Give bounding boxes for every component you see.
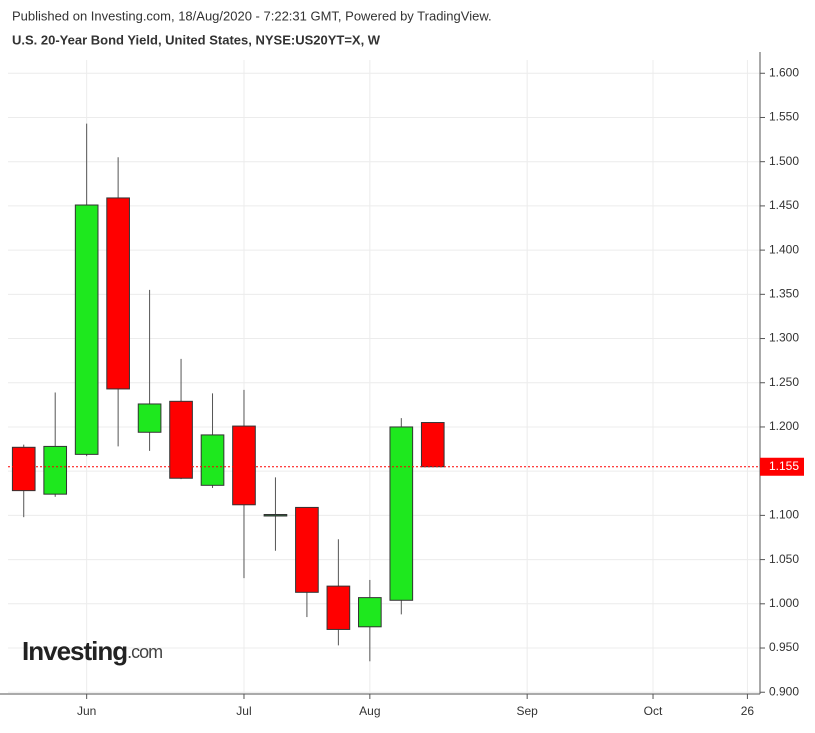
y-tick-label: 1.050 (769, 552, 799, 566)
candle-body (169, 400, 193, 479)
x-tick-label: Jul (236, 704, 251, 718)
candle-body (389, 426, 414, 601)
y-tick-label: 0.950 (769, 640, 799, 654)
candle-body (200, 434, 225, 486)
candle-body (137, 403, 162, 433)
y-tick-label: 1.250 (769, 375, 799, 389)
candle-body (420, 422, 445, 468)
x-tick-label: Sep (516, 704, 538, 718)
chart-title: U.S. 20-Year Bond Yield, United States, … (12, 32, 381, 47)
plot: 0.9000.9501.0001.0501.1001.1501.2001.250… (0, 52, 804, 718)
y-tick-label: 1.000 (769, 596, 799, 610)
candle-body (43, 445, 68, 495)
watermark-suffix: .com (127, 642, 162, 662)
x-tick-label: Aug (359, 704, 380, 718)
candle-body (106, 197, 130, 390)
candle-body (295, 506, 319, 593)
y-tick-label: 1.350 (769, 286, 799, 300)
y-tick-label: 1.600 (769, 65, 799, 79)
x-tick-label: 26 (741, 704, 755, 718)
last-price-label: 1.155 (769, 459, 799, 473)
watermark: Investing.com (22, 636, 162, 666)
y-tick-label: 1.550 (769, 110, 799, 124)
candle-body (11, 446, 36, 492)
y-tick-label: 0.900 (769, 684, 799, 698)
y-tick-label: 1.400 (769, 242, 799, 256)
watermark-brand: Investing (22, 636, 127, 666)
y-tick-label: 1.450 (769, 198, 799, 212)
candle-body (232, 425, 256, 506)
candle-body (263, 513, 288, 517)
y-tick-label: 1.300 (769, 331, 799, 345)
published-note: Published on Investing.com, 18/Aug/2020 … (12, 8, 492, 23)
x-tick-label: Jun (77, 704, 96, 718)
candle-body (326, 585, 351, 630)
last-price-box (760, 457, 804, 476)
candle-body (358, 597, 382, 628)
y-tick-label: 1.200 (769, 419, 799, 433)
x-tick-label: Oct (644, 704, 663, 718)
y-tick-label: 1.100 (769, 508, 799, 522)
y-tick-label: 1.500 (769, 154, 799, 168)
candle-body (74, 204, 99, 455)
